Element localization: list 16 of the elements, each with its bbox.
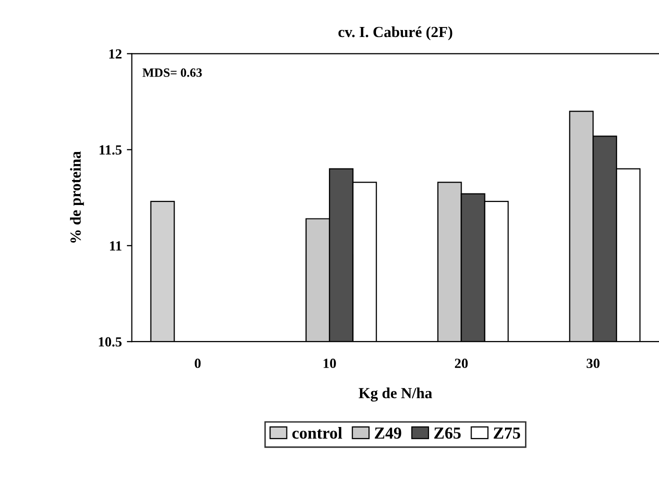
legend-label: Z65 (434, 428, 461, 439)
y-tick-label: 11.5 (100, 145, 122, 155)
y-tick-label: 10.5 (98, 337, 122, 347)
annotation: MDS= 0.63 (142, 68, 202, 77)
x-tick-label: 20 (454, 358, 468, 368)
y-tick-label: 11 (110, 241, 122, 250)
x-tick-label: 30 (586, 358, 600, 368)
x-tick-label: 10 (324, 358, 336, 368)
legend-label: Z75 (494, 428, 520, 439)
legend-label: Z49 (374, 428, 402, 439)
y-tick-label: 12 (109, 49, 122, 58)
legend-label: control (292, 427, 342, 439)
x-tick-label: 0 (194, 358, 201, 368)
x-axis-title: Kg de N/ha (358, 388, 432, 402)
chart-title: cv. I. Caburé (2F) (338, 26, 452, 40)
y-axis-title: % de proteina (70, 151, 84, 243)
